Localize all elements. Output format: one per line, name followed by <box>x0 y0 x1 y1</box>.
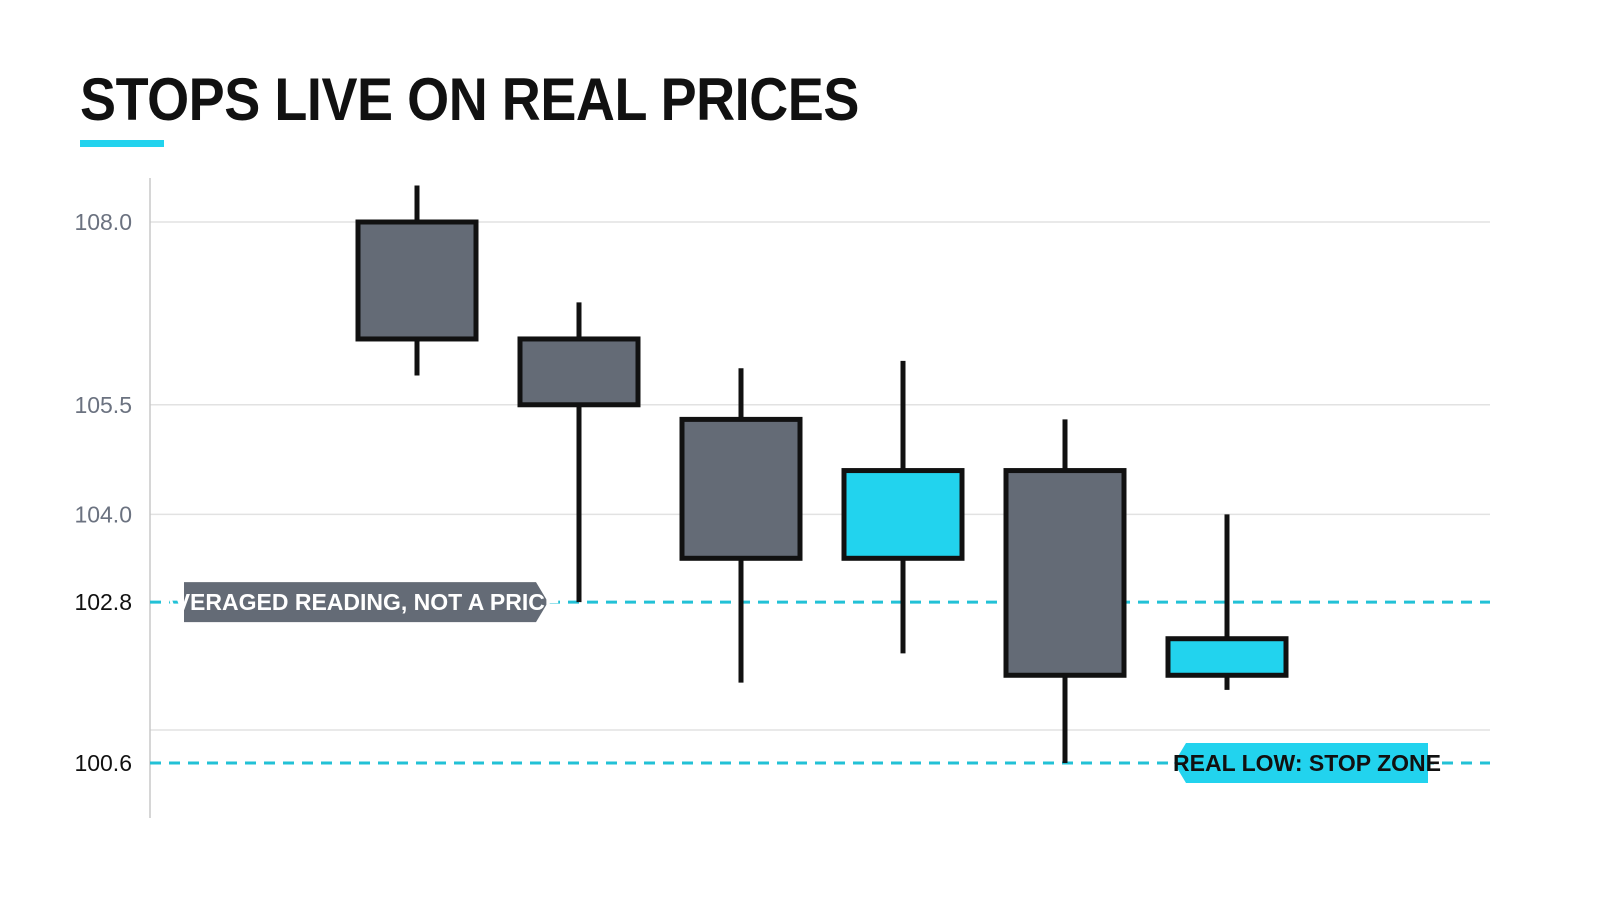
reference-lines <box>150 600 1490 765</box>
y-tick-label: 105.5 <box>74 392 132 418</box>
candle <box>1003 419 1127 763</box>
y-tick-label: 102.8 <box>74 589 132 615</box>
callout-box <box>184 582 548 623</box>
callout-label: REAL LOW: STOP ZONE <box>1173 743 1441 783</box>
y-tick-label: 108.0 <box>74 209 132 235</box>
candle-body <box>841 468 965 561</box>
y-tick-label: 100.6 <box>74 750 132 776</box>
candle <box>517 302 641 603</box>
callout-text: AVERAGED READING, NOT A PRICE <box>160 589 560 615</box>
candle-body <box>355 219 479 342</box>
callout-box <box>1174 743 1428 783</box>
y-axis-ticks: 108.0 105.5 104.0 102.8 100.6 <box>74 209 132 776</box>
callout-label: AVERAGED READING, NOT A PRICE <box>160 582 560 623</box>
title-underline <box>80 140 164 147</box>
candle <box>355 185 479 376</box>
candle <box>1165 514 1289 690</box>
gridlines <box>150 221 1490 731</box>
candle-body <box>679 416 803 561</box>
candle-body <box>1165 636 1289 678</box>
candles <box>355 185 1289 763</box>
callouts: AVERAGED READING, NOT A PRICE REAL LOW: S… <box>160 582 1441 783</box>
candle <box>841 360 965 654</box>
y-tick-label: 104.0 <box>74 501 132 527</box>
candle-body <box>517 336 641 408</box>
callout-text: REAL LOW: STOP ZONE <box>1173 750 1441 776</box>
candle <box>679 368 803 683</box>
candle-body <box>1003 468 1127 678</box>
chart-title: STOPS LIVE ON REAL PRICES <box>80 66 859 133</box>
